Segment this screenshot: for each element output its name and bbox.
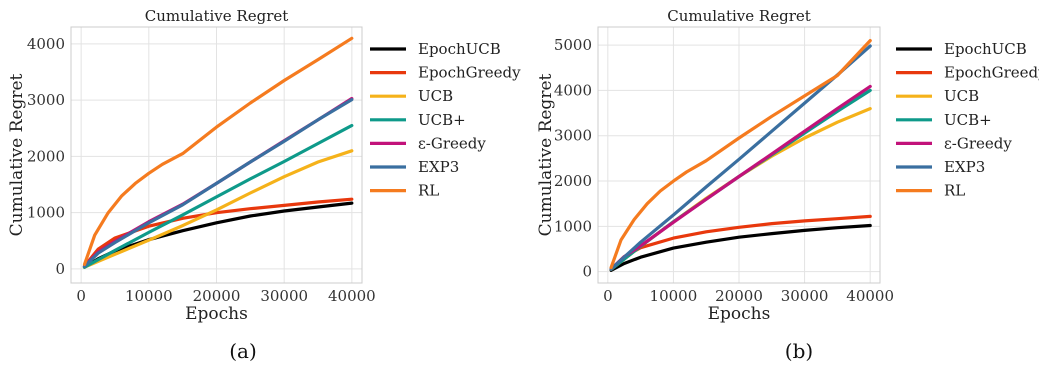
chart-title: Cumulative Regret: [145, 7, 289, 25]
legend-label: UCB+: [418, 111, 466, 129]
x-axis-label: Epochs: [708, 304, 771, 324]
x-tick-label: 20000: [193, 287, 241, 305]
x-tick-label: 30000: [781, 287, 829, 305]
series-line-ucb-: [609, 88, 872, 271]
y-axis-label: Cumulative Regret: [7, 73, 27, 236]
legend-label: ε-Greedy: [944, 134, 1012, 152]
y-tick-label: 0: [582, 263, 592, 281]
legend: EpochUCB EpochGreedy UCB UCB+ ε-Greedy EXP3 RL: [896, 40, 1039, 200]
plot-frame: [597, 26, 881, 284]
y-tick-label: 2000: [554, 172, 592, 190]
y-tick-label: 3000: [27, 91, 65, 109]
legend-label: EXP3: [944, 158, 985, 176]
series-line-exp3: [82, 97, 354, 268]
legend-label: EpochGreedy: [944, 64, 1039, 82]
y-tick-label: 0: [55, 260, 65, 278]
plot-frame: [70, 26, 363, 284]
y-tick-label: 3000: [554, 127, 592, 145]
x-tick-label: 10000: [125, 287, 173, 305]
series-line-ucb: [82, 149, 354, 269]
x-tick-label: 0: [76, 287, 86, 305]
legend-label: UCB: [944, 87, 979, 105]
series-line-exp3: [609, 44, 872, 271]
y-tick-label: 5000: [554, 36, 592, 54]
legend-label: EpochUCB: [418, 40, 501, 58]
chart-title: Cumulative Regret: [667, 7, 811, 25]
panel-caption: (a): [229, 339, 257, 363]
y-tick-label: 1000: [27, 204, 65, 222]
legend-label: RL: [944, 182, 965, 200]
series-line-ucb-: [82, 123, 354, 269]
y-tick-label: 4000: [554, 81, 592, 99]
series-line-epochucb: [609, 223, 872, 272]
legend-label: RL: [418, 182, 439, 200]
x-tick-label: 40000: [328, 287, 376, 305]
x-tick-label: 30000: [260, 287, 308, 305]
panel-caption: (b): [785, 339, 813, 363]
series-line-epochgreedy: [609, 214, 872, 271]
x-axis-label: Epochs: [185, 304, 248, 324]
series-line-rl: [609, 38, 872, 270]
x-tick-label: 10000: [650, 287, 698, 305]
series-line--greedy: [609, 84, 872, 271]
x-tick-label: 0: [603, 287, 613, 305]
y-tick-label: 4000: [27, 35, 65, 53]
y-axis-label: Cumulative Regret: [536, 73, 556, 236]
series-line-epochgreedy: [82, 197, 354, 268]
legend-label: UCB: [418, 87, 453, 105]
x-tick-label: 40000: [846, 287, 894, 305]
y-tick-label: 1000: [554, 217, 592, 235]
legend-label: ε-Greedy: [418, 134, 486, 152]
series-line-rl: [82, 36, 354, 266]
legend: EpochUCB EpochGreedy UCB UCB+ ε-Greedy EXP3 RL: [370, 40, 521, 200]
chart-panel-a: 0 10000 20000 30000 40000 0 1000 2000 3000 4000 Cu…: [7, 7, 521, 363]
legend-label: EpochUCB: [944, 40, 1027, 58]
chart-panel-b: 0 10000 20000 30000 40000 0 1000 2000 3000 4000 50…: [536, 7, 1039, 363]
legend-label: UCB+: [944, 111, 992, 129]
y-tick-label: 2000: [27, 147, 65, 165]
x-tick-label: 20000: [715, 287, 763, 305]
legend-label: EXP3: [418, 158, 459, 176]
legend-label: EpochGreedy: [418, 64, 521, 82]
